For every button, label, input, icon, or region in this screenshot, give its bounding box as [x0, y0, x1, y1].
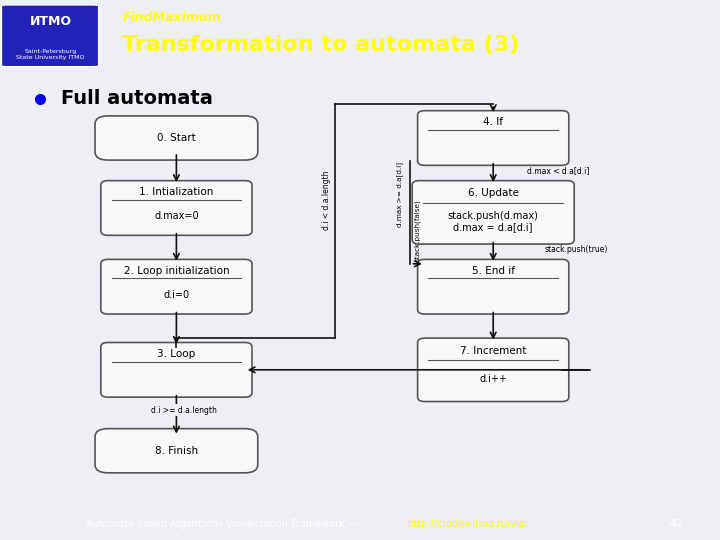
FancyBboxPatch shape — [1, 5, 99, 66]
Text: 6. Update: 6. Update — [468, 188, 518, 198]
Text: stack.push(d.max)
d.max = d.a[d.i]: stack.push(d.max) d.max = d.a[d.i] — [448, 211, 539, 232]
FancyBboxPatch shape — [95, 429, 258, 473]
Text: 5. End if: 5. End if — [472, 266, 515, 275]
Text: d.i++: d.i++ — [480, 374, 507, 384]
FancyBboxPatch shape — [101, 259, 252, 314]
Text: d.i >= d.a.length: d.i >= d.a.length — [150, 406, 217, 415]
Text: d.max >= d.a[d.i]: d.max >= d.a[d.i] — [396, 163, 403, 227]
Text: ИТМО: ИТМО — [30, 15, 71, 28]
Text: 0. Start: 0. Start — [157, 133, 196, 143]
Text: 8. Finish: 8. Finish — [155, 446, 198, 456]
Text: FindMaximum: FindMaximum — [122, 10, 221, 24]
FancyBboxPatch shape — [418, 259, 569, 314]
Text: 7. Increment: 7. Increment — [460, 346, 526, 356]
FancyBboxPatch shape — [101, 342, 252, 397]
FancyBboxPatch shape — [101, 181, 252, 235]
FancyBboxPatch shape — [412, 181, 575, 244]
Text: stack.push(true): stack.push(true) — [544, 245, 608, 254]
FancyBboxPatch shape — [95, 116, 258, 160]
Text: d.max < d.a[d.i]: d.max < d.a[d.i] — [527, 166, 589, 176]
Text: d.i < d.a.length: d.i < d.a.length — [322, 171, 330, 230]
Text: d.i=0: d.i=0 — [163, 289, 189, 300]
Text: 2. Loop initialization: 2. Loop initialization — [124, 266, 229, 275]
Text: Saint-Petersburg
State University ITMO: Saint-Petersburg State University ITMO — [16, 49, 85, 60]
FancyBboxPatch shape — [418, 338, 569, 402]
Text: 4. If: 4. If — [483, 117, 503, 127]
Text: Transformation to automata (3): Transformation to automata (3) — [122, 35, 520, 55]
Text: Automata-based Algorithms Visualization Framework —: Automata-based Algorithms Visualization … — [86, 519, 361, 529]
FancyBboxPatch shape — [418, 111, 569, 165]
Text: stack.push(false): stack.push(false) — [414, 199, 421, 261]
Text: http://ctddev.ifmo.ru/vizi: http://ctddev.ifmo.ru/vizi — [407, 519, 526, 529]
Text: 3. Loop: 3. Loop — [157, 349, 196, 359]
Text: d.max=0: d.max=0 — [154, 211, 199, 221]
Text: Full automata: Full automata — [61, 89, 213, 108]
Text: 42: 42 — [670, 519, 684, 529]
Text: 1. Intialization: 1. Intialization — [139, 187, 214, 197]
